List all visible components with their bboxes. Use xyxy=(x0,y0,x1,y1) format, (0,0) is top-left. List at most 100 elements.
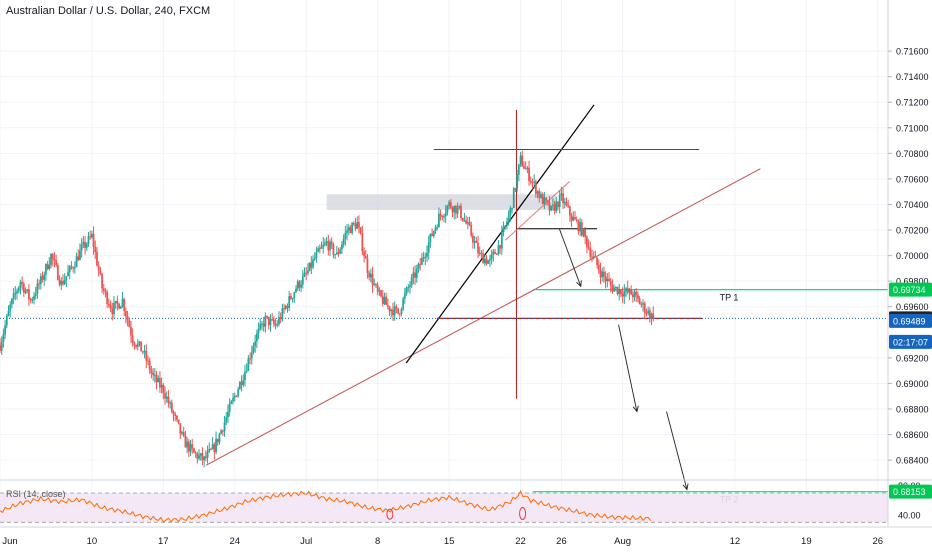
candle-body xyxy=(582,229,585,236)
price-tick-label: 0.71000 xyxy=(896,123,929,133)
candle-body xyxy=(589,248,592,257)
candle-body xyxy=(124,310,127,317)
candle-body xyxy=(327,241,330,251)
candle-body xyxy=(249,358,251,360)
candle-body xyxy=(575,219,578,221)
candle-body xyxy=(551,204,554,206)
candle-body xyxy=(335,252,338,255)
candle-body xyxy=(322,244,325,248)
candle-body xyxy=(337,252,340,254)
candle-body xyxy=(507,215,510,222)
candle-body xyxy=(456,207,459,214)
candle-body xyxy=(342,238,345,245)
candle-body xyxy=(388,306,391,312)
candle-body xyxy=(118,303,120,309)
candle-body xyxy=(187,441,190,452)
time-tick-label: Jun xyxy=(2,536,17,547)
candle-body xyxy=(417,263,420,270)
candle-body xyxy=(225,417,228,423)
candle-body xyxy=(80,244,83,251)
candle-body xyxy=(9,304,12,311)
candle-body xyxy=(448,202,451,206)
candle-body xyxy=(99,270,102,274)
candle-body xyxy=(111,308,114,315)
candle-body xyxy=(528,167,530,182)
candle-body xyxy=(26,289,29,291)
candle-body xyxy=(395,306,398,309)
candle-body xyxy=(412,272,415,278)
candle-body xyxy=(138,341,141,344)
candle-body xyxy=(261,323,263,325)
candle-body xyxy=(21,281,24,284)
candle-body xyxy=(119,306,122,309)
candle-body xyxy=(53,259,56,261)
candle-body xyxy=(451,207,454,213)
candle-body xyxy=(329,241,331,251)
price-tag-bg xyxy=(889,313,932,328)
candle-body xyxy=(131,335,134,343)
candle-body xyxy=(60,280,63,285)
candle-body xyxy=(104,290,107,292)
candle-body xyxy=(504,225,507,228)
candle-body xyxy=(92,233,95,248)
candle-body xyxy=(181,432,183,434)
candle-body xyxy=(623,291,626,297)
uptrend-line-red xyxy=(205,168,761,466)
candle-body xyxy=(392,309,394,316)
candle-body xyxy=(165,396,168,399)
candle-body xyxy=(386,304,389,307)
candle-body xyxy=(555,201,558,212)
candle-body xyxy=(477,243,479,254)
candle-body xyxy=(533,181,536,183)
arrow-second-leg-head xyxy=(632,405,639,413)
candle-body xyxy=(210,449,212,451)
candle-body xyxy=(293,292,296,298)
candle-body xyxy=(22,283,25,293)
candle-body xyxy=(29,298,32,301)
candle-body xyxy=(312,259,314,268)
candle-body xyxy=(585,236,588,247)
candle-body xyxy=(121,299,124,307)
candle-body xyxy=(152,372,155,376)
candle-body xyxy=(540,194,542,198)
candle-body xyxy=(233,395,236,398)
candle-body xyxy=(529,181,532,183)
candle-body xyxy=(167,396,170,404)
candle-body xyxy=(34,293,37,296)
candle-body xyxy=(635,291,638,295)
candle-body xyxy=(378,290,381,292)
candle-body xyxy=(162,384,165,394)
candle-body xyxy=(215,438,217,453)
candle-body xyxy=(284,305,287,309)
candle-body xyxy=(143,350,146,353)
candle-body xyxy=(238,381,241,390)
candle-body xyxy=(89,236,92,238)
candle-body xyxy=(145,350,148,361)
candle-body xyxy=(123,299,126,311)
candle-body xyxy=(541,194,544,205)
time-tick-label: 26 xyxy=(873,536,884,547)
time-tick-label: Aug xyxy=(614,536,631,547)
candle-body xyxy=(176,415,178,420)
candle-body xyxy=(502,227,505,233)
time-tick-label: 8 xyxy=(375,536,380,547)
candle-body xyxy=(465,220,468,224)
candle-body xyxy=(55,260,58,265)
candle-body xyxy=(431,233,433,236)
time-tick-label: 24 xyxy=(229,536,240,547)
candle-body xyxy=(274,324,277,326)
candle-body xyxy=(616,286,619,295)
candle-body xyxy=(85,244,88,248)
candle-body xyxy=(604,276,607,282)
candle-body xyxy=(208,449,211,452)
candle-body xyxy=(376,285,379,292)
candle-body xyxy=(349,227,352,234)
candle-body xyxy=(2,334,5,343)
candle-body xyxy=(385,296,388,305)
candle-body xyxy=(295,288,297,293)
candle-body xyxy=(196,453,199,459)
arrow-first-leg xyxy=(558,228,582,287)
candle-body xyxy=(534,181,537,194)
